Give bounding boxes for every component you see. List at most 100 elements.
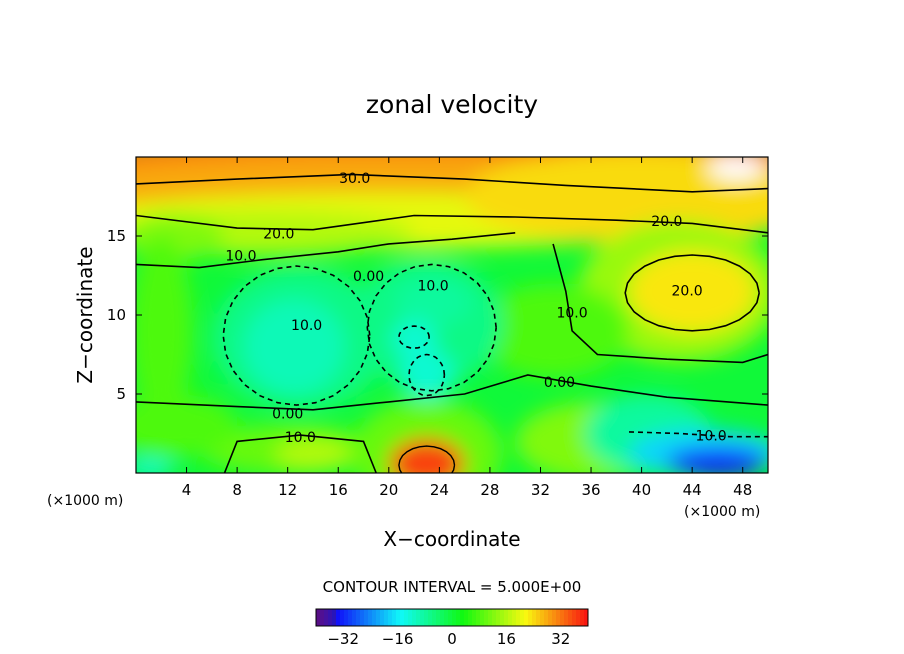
colorbar-cell	[428, 609, 433, 626]
colorbar-cell	[536, 609, 541, 626]
contour-label: 10.0	[225, 249, 256, 265]
colorbar-tick-label: −16	[382, 630, 414, 648]
colorbar-cell	[484, 609, 489, 626]
colorbar-cell	[380, 609, 385, 626]
field-blobs	[136, 157, 768, 473]
contour-label: 0.00	[272, 407, 303, 423]
contour-30	[136, 173, 768, 193]
colorbar-cell	[544, 609, 549, 626]
colorbar-cell	[320, 609, 325, 626]
colorbar-cell	[528, 609, 533, 626]
contour-neg-west	[222, 265, 371, 406]
colorbar-cell	[336, 609, 341, 626]
contour-10-floor	[223, 434, 377, 473]
colorbar-cell	[580, 609, 585, 626]
colorbar-cell	[512, 609, 517, 626]
y-axis-label: Z−coordinate	[73, 246, 97, 383]
x-tick-label: 32	[531, 481, 550, 499]
colorbar-cell	[532, 609, 537, 626]
field-blob-18	[388, 438, 465, 473]
colorbar-cell	[392, 609, 397, 626]
contour-lines	[136, 173, 768, 473]
colorbar-tick-label: 16	[497, 630, 516, 648]
contour-jet-core	[398, 445, 456, 473]
y-axis: 5 10 15	[107, 227, 768, 403]
colorbar-cell	[572, 609, 577, 626]
x-unit-left: (×1000 m)	[47, 493, 123, 509]
colorbar-cell	[440, 609, 445, 626]
colorbar-cell	[396, 609, 401, 626]
y-tick-label: 5	[116, 385, 126, 403]
contour-neg-small-b	[408, 353, 446, 397]
x-axis: 4 8 12 16 20 24 28 32 36 40 44 48	[182, 157, 752, 499]
colorbar-cell	[516, 609, 521, 626]
colorbar-cell	[344, 609, 349, 626]
field-blob-15	[391, 319, 437, 358]
colorbar-cell	[500, 609, 505, 626]
colorbar-tick-label: −32	[327, 630, 359, 648]
field-blob-21	[136, 394, 238, 458]
x-tick-label: 16	[329, 481, 348, 499]
contour-label: 10.0	[556, 305, 587, 321]
colorbar-cell	[424, 609, 429, 626]
colorbar-cell	[568, 609, 573, 626]
colorbar-cell	[552, 609, 557, 626]
field-blob-8	[707, 157, 766, 181]
contour-label: 30.0	[339, 171, 370, 187]
colorbar-cell	[352, 609, 357, 626]
colorbar-cell	[584, 609, 589, 626]
colorbar	[315, 608, 589, 627]
x-tick-label: 20	[379, 481, 398, 499]
contour-0-lower	[136, 374, 768, 411]
colorbar-cell	[436, 609, 441, 626]
colorbar-cell	[520, 609, 525, 626]
colorbar-tick-label: 0	[447, 630, 457, 648]
colorbar-cell	[364, 609, 369, 626]
x-axis-label: X−coordinate	[383, 527, 520, 551]
contour-interval: CONTOUR INTERVAL = 5.000E+00	[323, 578, 582, 596]
colorbar-cell	[444, 609, 449, 626]
contour-neg-small-a	[398, 325, 430, 350]
contour-label: 0.00	[353, 269, 384, 285]
colorbar-cell	[388, 609, 393, 626]
field-blob-26	[136, 460, 174, 473]
field-blob-25	[666, 447, 768, 473]
y-tick-label: 15	[107, 227, 126, 245]
field-blob-20	[275, 438, 351, 470]
x-tick-label: 28	[480, 481, 499, 499]
contour-label: 10.0	[291, 318, 322, 334]
colorbar-cell	[416, 609, 421, 626]
x-tick-label: 24	[430, 481, 449, 499]
colorbar-cell	[412, 609, 417, 626]
colorbar-cell	[328, 609, 333, 626]
colorbar-cell	[372, 609, 377, 626]
colorbar-cell	[376, 609, 381, 626]
colorbar-frame	[315, 608, 589, 627]
field-blob-9	[477, 283, 629, 379]
colorbar-cell	[408, 609, 413, 626]
colorbar-cell	[496, 609, 501, 626]
field-blob-17	[350, 398, 503, 473]
colorbar-cell	[472, 609, 477, 626]
colorbar-cell	[404, 609, 409, 626]
contour-label: 0.00	[544, 375, 575, 391]
x-tick-label: 48	[733, 481, 752, 499]
colorbar-cell	[468, 609, 473, 626]
contour-neg-central	[366, 263, 497, 392]
colorbar-cell	[460, 609, 465, 626]
contour-20-upper	[136, 214, 768, 234]
x-tick-label: 12	[278, 481, 297, 499]
colorbar-cell	[368, 609, 373, 626]
contour-label: 10.0	[285, 430, 316, 446]
colorbar-cell	[448, 609, 453, 626]
contour-10-shear	[136, 232, 516, 269]
x-tick-label: 44	[683, 481, 702, 499]
colorbar-cell	[316, 609, 321, 626]
colorbar-cell	[508, 609, 513, 626]
colorbar-cell	[476, 609, 481, 626]
field-blob-14	[395, 278, 471, 327]
colorbar-cell	[324, 609, 329, 626]
colorbar-cell	[556, 609, 561, 626]
colorbar-cell	[384, 609, 389, 626]
